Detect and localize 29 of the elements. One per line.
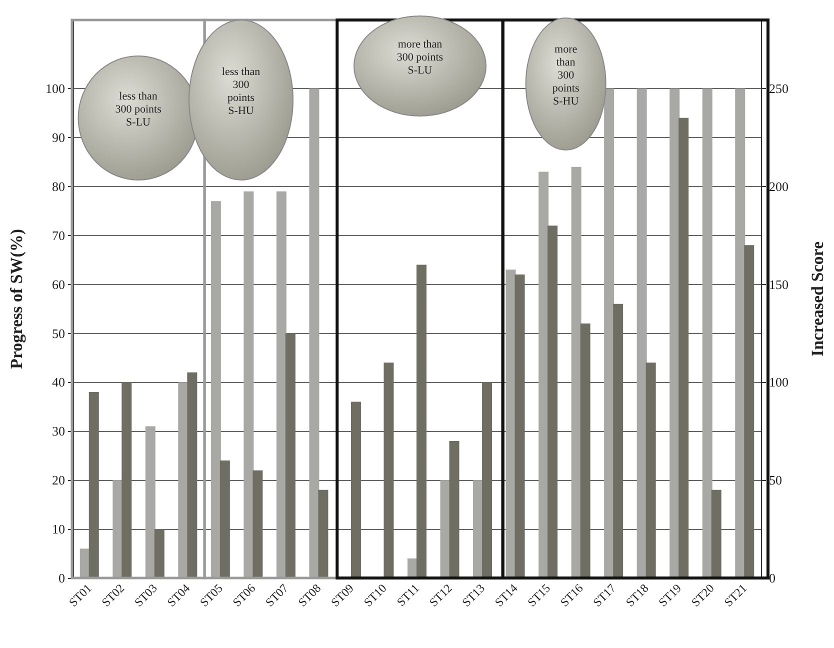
bar [309, 88, 320, 578]
annotation: less than 300 points S-LU [115, 90, 162, 130]
y-tick-label: 0 [58, 570, 65, 586]
bar [244, 191, 254, 578]
bar [210, 201, 221, 578]
y-tick-label: 90 [52, 130, 65, 145]
annotation: more than 300 points S-HU [552, 44, 580, 108]
y-tick-label: 70 [52, 228, 65, 243]
y2-tick-label: 200 [769, 178, 788, 194]
y-tick-label: 20 [52, 472, 65, 488]
y-tick-label: 10 [52, 522, 65, 537]
bar [636, 88, 647, 578]
y-tick-label: 60 [52, 276, 65, 292]
annotation: more than 300 points S-LU [396, 38, 444, 78]
y-tick-label: 100 [46, 81, 65, 96]
y-tick-label: 80 [52, 178, 65, 194]
y-tick-label: 30 [52, 424, 65, 439]
y2-tick-label: 250 [769, 81, 788, 96]
y2-tick-label: 50 [769, 472, 782, 488]
y-tick-label: 40 [52, 374, 65, 390]
y-tick-label: 50 [52, 326, 65, 341]
y2-tick-label: 100 [769, 374, 788, 390]
y2-tick-label: 0 [769, 570, 776, 586]
y2-axis-title: Increased Score [808, 241, 827, 357]
bar [145, 426, 156, 578]
y-axis-title: Progress of SW(%) [7, 228, 26, 370]
annotation: less than 300 points S-HU [222, 66, 260, 118]
y2-tick-label: 150 [769, 276, 788, 292]
bar [702, 88, 712, 578]
